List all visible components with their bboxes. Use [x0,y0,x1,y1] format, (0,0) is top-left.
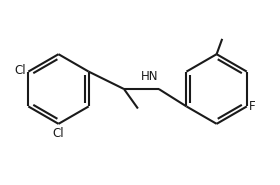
Text: HN: HN [141,70,158,83]
Text: Cl: Cl [15,64,26,77]
Text: Cl: Cl [53,127,64,140]
Text: F: F [249,100,255,113]
